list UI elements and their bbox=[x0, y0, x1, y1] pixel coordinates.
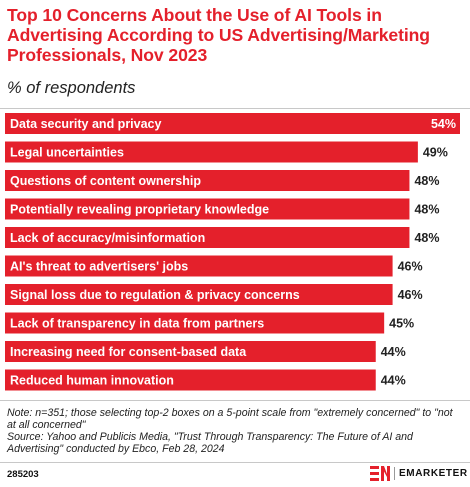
bar-row: AI's threat to advertisers' jobs 46% bbox=[5, 255, 423, 277]
footer-divider bbox=[0, 462, 470, 463]
note-text: Note: n=351; those selecting top-2 boxes… bbox=[7, 407, 453, 431]
bar bbox=[5, 341, 376, 362]
chart-title: Top 10 Concerns About the Use of AI Tool… bbox=[7, 5, 430, 65]
em-logo-icon bbox=[370, 466, 390, 481]
value-label: 48% bbox=[414, 231, 439, 245]
source-text: Source: Yahoo and Publicis Media, "Trust… bbox=[7, 431, 413, 455]
chart-notes: Note: n=351; those selecting top-2 boxes… bbox=[7, 407, 463, 455]
bar-row: Signal loss due to regulation & privacy … bbox=[5, 284, 423, 305]
value-label: 44% bbox=[381, 345, 406, 359]
category-label: Reduced human innovation bbox=[10, 374, 174, 388]
brand-name: EMARKETER bbox=[399, 468, 468, 479]
bar bbox=[5, 170, 410, 191]
bar-chart: Data security and privacy 54% Legal uncert… bbox=[5, 113, 460, 391]
bar bbox=[5, 113, 460, 134]
bar bbox=[5, 255, 393, 277]
value-label: 49% bbox=[423, 146, 448, 160]
category-label: AI's threat to advertisers' jobs bbox=[10, 260, 188, 274]
category-label: Questions of content ownership bbox=[10, 174, 201, 188]
value-label: 46% bbox=[398, 288, 423, 302]
logo-separator bbox=[394, 467, 395, 480]
chart-subtitle: % of respondents bbox=[7, 79, 136, 97]
category-label: Signal loss due to regulation & privacy … bbox=[10, 288, 300, 302]
value-label: 44% bbox=[381, 374, 406, 388]
bar-row: Lack of transparency in data from partne… bbox=[5, 312, 414, 334]
bar-row: Questions of content ownership 48% bbox=[5, 170, 439, 191]
bar-row: Data security and privacy 54% bbox=[5, 113, 460, 134]
category-label: Increasing need for consent-based data bbox=[10, 345, 247, 359]
category-label: Potentially revealing proprietary knowle… bbox=[10, 203, 269, 217]
bar-row: Potentially revealing proprietary knowle… bbox=[5, 198, 439, 220]
bar-row: Legal uncertainties 49% bbox=[5, 141, 448, 163]
bar bbox=[5, 141, 418, 163]
value-label: 45% bbox=[389, 317, 414, 331]
bar-row: Increasing need for consent-based data 44… bbox=[5, 341, 406, 362]
category-label: Legal uncertainties bbox=[10, 146, 124, 160]
emarketer-logo: EMARKETER bbox=[370, 466, 468, 482]
bottom-divider bbox=[0, 400, 470, 401]
bar bbox=[5, 369, 376, 391]
value-label: 54% bbox=[431, 117, 456, 131]
value-label: 48% bbox=[414, 174, 439, 188]
value-label: 46% bbox=[398, 260, 423, 274]
bar-row: Reduced human innovation 44% bbox=[5, 369, 406, 391]
category-label: Lack of accuracy/misinformation bbox=[10, 231, 205, 245]
category-label: Lack of transparency in data from partne… bbox=[10, 317, 264, 331]
bar bbox=[5, 198, 410, 220]
category-label: Data security and privacy bbox=[10, 117, 162, 131]
value-label: 48% bbox=[414, 203, 439, 217]
bar bbox=[5, 227, 410, 248]
bar bbox=[5, 284, 393, 305]
bar bbox=[5, 312, 385, 334]
top-divider bbox=[0, 108, 470, 109]
chart-id: 285203 bbox=[7, 469, 39, 480]
bar-row: Lack of accuracy/misinformation 48% bbox=[5, 227, 439, 248]
